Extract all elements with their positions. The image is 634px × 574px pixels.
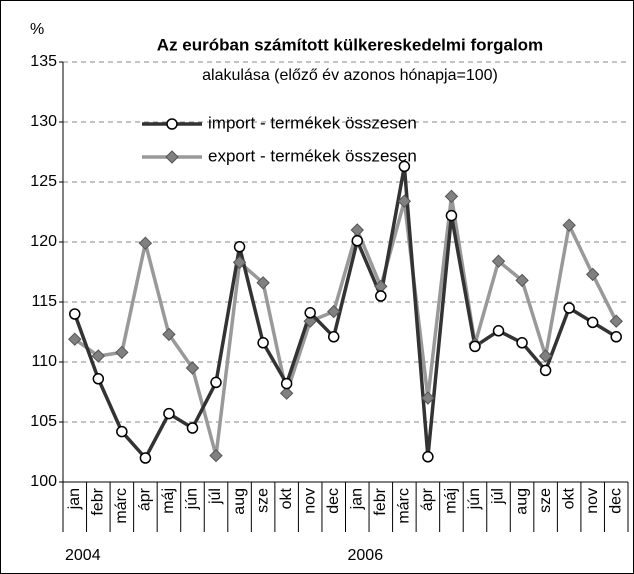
y-tick-label: 135 [30,53,57,70]
marker [210,376,222,389]
marker [256,276,270,290]
marker [280,377,293,390]
marker [491,254,506,268]
y-tick-label: 125 [30,173,57,190]
marker [444,189,459,204]
x-tick-label: júl [207,488,224,505]
legend-label: export - termékek összesen [208,146,417,165]
marker [138,236,153,250]
marker [68,332,82,346]
marker [327,331,340,343]
marker [351,235,364,247]
x-tick-label: nov [301,488,318,514]
x-tick-label: aug [513,488,530,515]
marker [585,267,600,282]
legend-marker [166,118,178,130]
x-tick-label: jan [348,488,365,510]
marker [563,302,575,314]
x-tick-label: máj [160,488,177,514]
marker [375,290,387,302]
marker [115,345,129,360]
marker [303,314,317,328]
x-tick-label: máj [443,488,460,514]
series-line [73,164,618,460]
x-tick-label: jún [466,488,483,510]
marker [445,209,458,222]
marker [186,422,199,434]
marker [515,273,529,288]
x-tick-label: sze [537,488,554,513]
year-label: 2004 [65,547,101,564]
x-tick-label: okt [560,487,577,509]
x-tick-label: febr [372,487,389,515]
marker [257,337,269,349]
y-tick-label: 115 [31,293,57,310]
x-tick-label: sze [254,488,271,513]
marker [327,304,341,319]
year-label: 2006 [348,547,384,564]
marker [209,448,223,463]
marker [469,340,481,353]
y-tick-label: 100 [30,473,57,490]
marker [92,373,105,385]
chart-subtitle: alakulása (előző év azonos hónapja=100) [202,67,498,84]
x-tick-label: márc [396,488,413,524]
marker [398,160,411,173]
y-tick-label: 120 [30,233,57,250]
marker [610,331,622,343]
chart-title: Az euróban számított külkereskedelmi for… [157,35,543,54]
y-tick-label: 110 [31,353,57,370]
x-tick-label: ápr [419,487,436,511]
x-tick-label: nov [584,488,601,514]
x-tick-label: okt [278,487,295,509]
x-tick-label: febr [90,487,107,515]
marker [232,255,247,270]
series-line [73,194,618,458]
x-tick-label: jan [66,488,83,510]
marker [279,386,294,400]
marker [116,425,128,438]
marker [539,364,552,377]
marker [69,308,81,320]
marker [139,452,152,464]
y-axis-label: % [30,21,44,38]
marker [586,316,599,329]
marker [91,349,106,363]
marker [397,194,412,208]
x-tick-label: aug [231,488,248,515]
marker [421,391,435,405]
legend-label: import - termékek összesen [208,113,417,132]
marker [562,218,576,232]
x-tick-label: júl [490,488,507,505]
marker [516,337,528,349]
x-tick-label: jún [184,488,201,510]
marker [538,349,553,363]
marker [609,314,623,328]
x-tick-label: dec [607,488,624,514]
y-tick-label: 105 [30,413,57,430]
x-tick-label: ápr [137,487,154,511]
marker [162,327,176,342]
marker [185,361,200,375]
x-tick-label: dec [325,488,342,514]
marker [422,451,434,463]
x-tick-label: márc [113,488,130,524]
marker [492,325,505,337]
marker [304,307,316,319]
y-tick-label: 130 [30,113,57,130]
legend-marker [165,150,179,164]
marker [163,407,175,420]
marker [233,241,246,253]
